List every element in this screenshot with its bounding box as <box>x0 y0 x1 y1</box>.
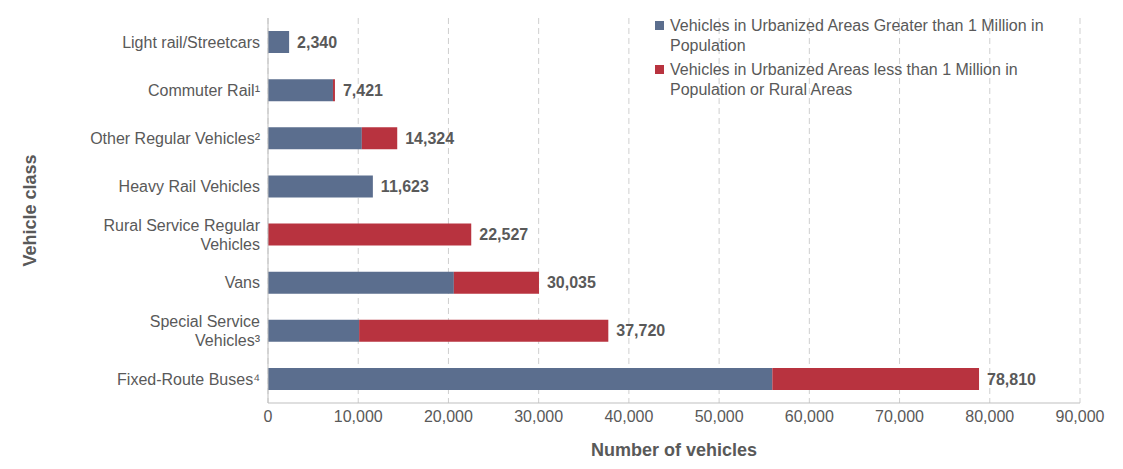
svg-text:20,000: 20,000 <box>424 408 473 425</box>
svg-text:Special ServiceVehicles³: Special ServiceVehicles³ <box>150 313 261 349</box>
html-text:Vehicles in Urbanized Areas le: Vehicles in Urbanized Areas less than 1 … <box>670 61 1018 98</box>
svg-text:Fixed-Route Buses⁴: Fixed-Route Buses⁴ <box>117 371 260 388</box>
svg-text:40,000: 40,000 <box>604 408 653 425</box>
svg-text:50,000: 50,000 <box>695 408 744 425</box>
svg-text:Heavy Rail Vehicles: Heavy Rail Vehicles <box>119 178 260 195</box>
html-text:Vehicles in Urbanized Areas Gr: Vehicles in Urbanized Areas Greater than… <box>670 17 1044 54</box>
svg-text:60,000: 60,000 <box>785 408 834 425</box>
svg-text:2,340: 2,340 <box>297 34 337 51</box>
svg-text:90,000: 90,000 <box>1056 408 1105 425</box>
svg-text:Vans: Vans <box>225 274 260 291</box>
svg-text:Number of vehicles: Number of vehicles <box>591 440 757 460</box>
svg-text:Other Regular Vehicles²: Other Regular Vehicles² <box>90 130 261 147</box>
svg-text:11,623: 11,623 <box>381 178 429 195</box>
svg-text:7,421: 7,421 <box>343 82 383 99</box>
svg-text:78,810: 78,810 <box>987 371 1036 388</box>
svg-text:Light rail/Streetcars: Light rail/Streetcars <box>122 34 260 51</box>
svg-text:30,035: 30,035 <box>547 274 596 291</box>
svg-text:37,720: 37,720 <box>616 322 665 339</box>
svg-text:80,000: 80,000 <box>965 408 1014 425</box>
svg-text:22,527: 22,527 <box>479 226 528 243</box>
svg-text:14,324: 14,324 <box>405 130 454 147</box>
svg-text:0: 0 <box>264 408 273 425</box>
svg-text:70,000: 70,000 <box>875 408 924 425</box>
svg-text:Rural Service RegularVehicles: Rural Service RegularVehicles <box>103 217 260 253</box>
svg-text:30,000: 30,000 <box>514 408 563 425</box>
svg-text:Commuter Rail¹: Commuter Rail¹ <box>148 82 260 99</box>
svg-text:Vehicle class: Vehicle class <box>20 154 40 266</box>
svg-text:10,000: 10,000 <box>334 408 383 425</box>
